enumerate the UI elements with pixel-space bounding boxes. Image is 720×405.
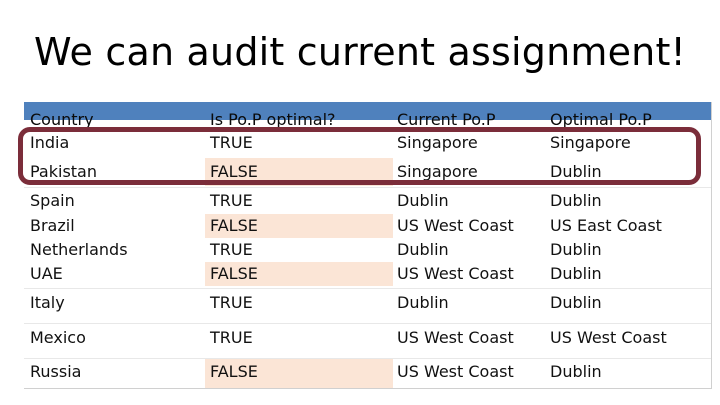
highlight-box [18,127,701,185]
false-cell-bg [205,359,393,388]
table-cell: Dublin [550,162,602,181]
table-cell: US West Coast [550,328,667,347]
table-cell: Spain [30,191,75,210]
table-cell: TRUE [210,240,253,259]
table-header-band [24,102,711,120]
audit-table: Country Is Po.P optimal? Current Po.P Op… [24,102,712,389]
false-cell-bg [205,214,393,238]
table-cell: Singapore [550,133,631,152]
row-divider [24,323,711,324]
row-divider [24,358,711,359]
table-cell: Dublin [397,293,449,312]
row-divider [24,288,711,289]
header-current-pop: Current Po.P [397,110,496,129]
table-cell: TRUE [210,328,253,347]
table-cell: Brazil [30,216,75,235]
header-is-pop-optimal: Is Po.P optimal? [210,110,336,129]
table-cell: TRUE [210,293,253,312]
false-cell-bg [205,262,393,286]
table-cell: US West Coast [397,362,514,381]
table-cell: Dublin [550,264,602,283]
table-cell: Italy [30,293,65,312]
header-country: Country [30,110,94,129]
table-cell: Dublin [397,191,449,210]
table-cell: Dublin [550,293,602,312]
table-cell: TRUE [210,133,253,152]
slide-title: We can audit current assignment! [34,30,686,74]
table-cell: Dublin [550,191,602,210]
table-cell: Pakistan [30,162,97,181]
header-optimal-pop: Optimal Po.P [550,110,652,129]
table-cell: Mexico [30,328,86,347]
table-cell: FALSE [210,162,258,181]
table-cell: Singapore [397,133,478,152]
table-cell: Dublin [550,362,602,381]
table-cell: FALSE [210,264,258,283]
table-cell: Dublin [550,240,602,259]
table-cell: US West Coast [397,264,514,283]
table-cell: India [30,133,70,152]
table-cell: UAE [30,264,63,283]
table-cell: TRUE [210,191,253,210]
table-cell: Dublin [397,240,449,259]
table-cell: Netherlands [30,240,128,259]
table-cell: Russia [30,362,82,381]
table-cell: US West Coast [397,328,514,347]
table-cell: FALSE [210,362,258,381]
table-cell: Singapore [397,162,478,181]
table-cell: US East Coast [550,216,662,235]
row-divider [24,187,711,188]
table-cell: US West Coast [397,216,514,235]
table-cell: FALSE [210,216,258,235]
